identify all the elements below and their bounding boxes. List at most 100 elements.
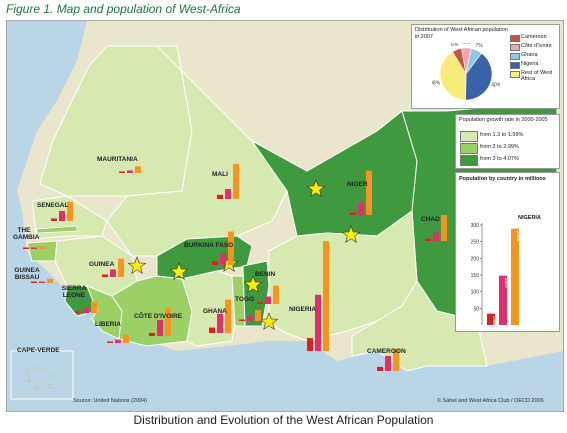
label-guinea-bissau: GUINEA BISSAU — [14, 267, 40, 281]
label-cameroon: CAMEROON — [367, 348, 406, 355]
country-bar — [385, 355, 391, 371]
pie-slice — [465, 52, 493, 101]
country-bar — [83, 307, 89, 313]
pie-legend-swatch — [510, 53, 520, 60]
country-bar — [220, 253, 226, 265]
country-bar — [209, 327, 215, 333]
growth-legend-box: Population growth rate in 2000-2005 from… — [455, 114, 560, 169]
pie-slice-label: 6% — [463, 43, 471, 46]
pie-slice — [439, 51, 467, 101]
country-bar — [433, 232, 439, 241]
pop-tick-label: 200 — [471, 256, 480, 262]
country-bar — [247, 315, 253, 321]
country-bar — [47, 278, 53, 283]
source-left: Source: United Nations (2004) — [73, 398, 147, 404]
label-chad: CHAD — [421, 216, 440, 223]
label-cape-verde: CAPE-VERDE — [17, 347, 60, 354]
label-ghana: GHANA — [203, 308, 227, 315]
country-bar — [31, 247, 37, 249]
label-nigeria: NIGERIA — [289, 306, 317, 313]
pie-slice-label: 7% — [476, 43, 484, 49]
pop-tick-label: 50 — [473, 306, 479, 312]
country-bar — [115, 339, 121, 343]
label-burkina-faso: BURKINA FASO — [184, 242, 234, 249]
pie-legend-title: Distribution of West African population … — [415, 27, 508, 40]
pie-legend-box: Distribution of West African population … — [411, 24, 560, 109]
country-bar — [51, 218, 57, 221]
capital-star-icon — [341, 225, 361, 243]
pie-legend-swatch — [510, 62, 520, 69]
country-bar — [91, 301, 97, 313]
country-bar — [255, 310, 261, 321]
capital-star-icon — [169, 262, 189, 280]
country-bar — [217, 194, 223, 199]
region-mauritania — [39, 45, 193, 197]
map-frame: MAURITANIA MALI NIGER SENEGAL THE GAMBIA… — [6, 20, 564, 412]
pie-legend-label: Cameroon — [521, 34, 547, 40]
country-bars — [23, 163, 447, 371]
region-guinea-bissau — [26, 240, 58, 262]
pop-tick-label: 300 — [471, 223, 480, 229]
country-bar — [225, 299, 231, 333]
label-mali: MALI — [212, 171, 228, 178]
country-bar — [273, 285, 279, 304]
country-bar — [315, 294, 321, 351]
country-bar — [23, 247, 29, 249]
country-bar — [212, 261, 218, 265]
label-senegal: SENEGAL — [37, 202, 69, 209]
country-bar — [75, 311, 81, 313]
region-gambia — [36, 225, 78, 234]
country-bar — [119, 171, 125, 173]
capital-star-icon — [243, 275, 263, 293]
pop-chart-svg: 50 100 150 200 250 300 1960 2007 2050 — [471, 223, 521, 327]
country-bar — [441, 215, 447, 241]
country-bar — [228, 231, 234, 265]
country-bar — [107, 341, 113, 343]
country-bar — [350, 212, 356, 215]
source-right: © Sahel and West Africa Club / OECD 2006 — [437, 398, 544, 404]
label-togo: TOGO — [235, 296, 255, 303]
pop-tick-label: 100 — [471, 290, 480, 296]
pop-bar-year: 2050 — [515, 231, 521, 242]
country-bar — [233, 163, 239, 199]
country-bar — [323, 241, 329, 351]
growth-legend-label: from 3 to 4.07% — [480, 156, 519, 162]
growth-legend-title: Population growth rate in 2000-2005 — [459, 117, 548, 123]
country-bar — [425, 238, 431, 241]
label-guinea: GUINEA — [89, 261, 115, 268]
pie-legend-label: Nigeria — [521, 61, 539, 67]
pie-slice-label: 40% — [491, 82, 500, 88]
country-bar — [393, 349, 399, 371]
pop-bar — [487, 313, 495, 325]
pie-legend-label: Côte d'Ivoire — [521, 43, 552, 49]
label-benin: BENIN — [255, 271, 276, 278]
pop-chart-title: Population by country in millions — [459, 176, 546, 182]
pie-legend-swatch — [510, 71, 520, 78]
country-bar — [59, 210, 65, 221]
country-bar — [110, 269, 116, 277]
cape-verde-inset — [10, 350, 74, 400]
growth-legend-label: from 1.3 to 1.99% — [480, 132, 524, 138]
cape-verde-islands — [25, 366, 55, 389]
country-bar — [358, 202, 364, 215]
pie-legend-swatch — [510, 35, 520, 42]
growth-legend-label: from 2 to 2.99% — [480, 144, 519, 150]
label-mauritania: MAURITANIA — [97, 156, 138, 163]
label-niger: NIGER — [347, 181, 368, 188]
pop-tick-label: 150 — [471, 273, 480, 279]
country-bar — [217, 313, 223, 333]
country-bar — [307, 338, 313, 351]
growth-legend-swatch — [460, 143, 478, 154]
country-bar — [135, 166, 141, 173]
pie-legend-label: Ghana — [521, 52, 538, 58]
country-bar — [102, 274, 108, 277]
country-bar — [67, 201, 73, 221]
capital-star-icon — [127, 256, 147, 274]
country-bar — [165, 307, 171, 336]
caption: Distribution and Evolution of the West A… — [133, 413, 434, 427]
label-cote-divoire: CÔTE D'IVOIRE — [134, 313, 183, 320]
pie-slice-label: 38% — [432, 80, 441, 86]
label-liberia: LIBERIA — [95, 321, 121, 328]
country-bar — [123, 334, 129, 343]
country-bar — [239, 319, 245, 321]
